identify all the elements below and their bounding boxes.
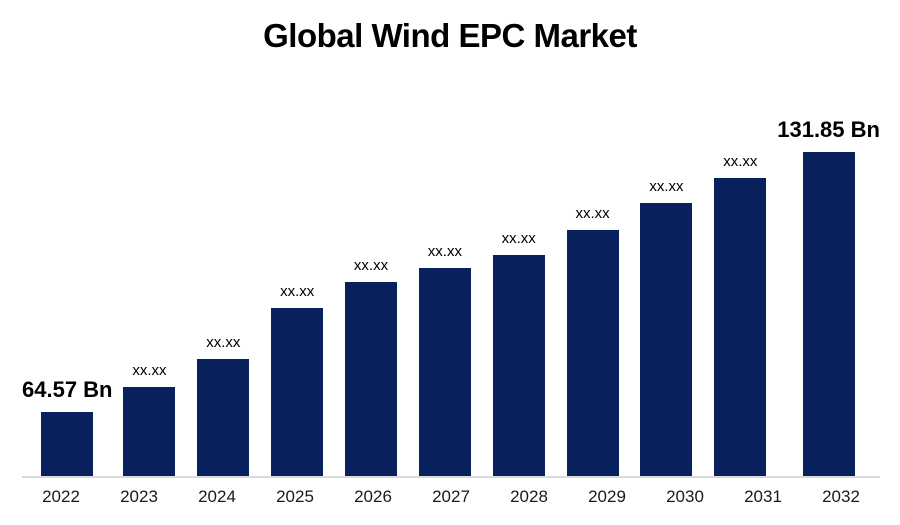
x-axis-labels: 2022 2023 2024 2025 2026 2027 2028 2029 …: [22, 487, 880, 507]
bar-value-label: xx.xx: [206, 334, 241, 351]
bar-rect-2029: [566, 230, 619, 477]
bar-rect-2023: [123, 387, 176, 477]
bar-value-label: xx.xx: [723, 153, 758, 170]
bar-value-label: xx.xx: [427, 243, 462, 260]
bar-value-label: 64.57 Bn: [22, 377, 113, 402]
bar-rect-2030: [640, 203, 693, 477]
bar-value-label: xx.xx: [353, 257, 389, 274]
chart-title: Global Wind EPC Market: [263, 17, 637, 54]
bar-group-2030: xx.xx: [630, 179, 704, 477]
bar-rect-2025: [271, 308, 324, 477]
bar-group-2029: xx.xx: [556, 206, 630, 477]
x-tick-2024: 2024: [198, 487, 236, 506]
bar-value-label: xx.xx: [501, 230, 536, 247]
plot-area: 64.57 Bn xx.xx xx.xx xx.xx xx.xx xx.xx x…: [22, 0, 880, 477]
bar-group-2023: xx.xx: [113, 363, 187, 477]
bar-group-2027: xx.xx: [408, 244, 482, 477]
bar-value-label: xx.xx: [649, 178, 684, 195]
bar-rect-2027: [418, 268, 471, 477]
bar-value-label: 131.85 Bn: [777, 117, 880, 142]
x-tick-2032: 2032: [822, 487, 860, 506]
x-axis-line: [22, 476, 880, 478]
x-tick-2025: 2025: [276, 487, 314, 506]
bar-group-2022: 64.57 Bn: [22, 379, 113, 477]
bar-group-2032: 131.85 Bn: [777, 119, 880, 477]
x-tick-2027: 2027: [432, 487, 470, 506]
bar-rect-2026: [345, 282, 397, 477]
x-tick-2022: 2022: [42, 487, 80, 506]
bar-value-label: xx.xx: [280, 283, 315, 300]
bar-group-2025: xx.xx: [260, 284, 334, 477]
bar-group-2026: xx.xx: [334, 258, 408, 477]
bar-rect-2022: [41, 412, 94, 477]
bar-group-2028: xx.xx: [482, 231, 556, 477]
bar-rect-2032: [802, 152, 855, 477]
x-tick-2029: 2029: [588, 487, 626, 506]
x-tick-2030: 2030: [666, 487, 704, 506]
bar-group-2024: xx.xx: [186, 335, 260, 477]
bar-rect-2028: [492, 255, 545, 477]
x-tick-2023: 2023: [120, 487, 158, 506]
x-tick-2031: 2031: [744, 487, 782, 506]
bar-rect-2024: [197, 359, 250, 477]
bar-value-label: xx.xx: [132, 362, 167, 379]
bar-group-2031: xx.xx: [703, 154, 777, 477]
bar-rect-2031: [714, 178, 767, 477]
bar-value-label: xx.xx: [575, 205, 610, 222]
x-tick-2026: 2026: [354, 487, 392, 506]
x-tick-2028: 2028: [510, 487, 548, 506]
